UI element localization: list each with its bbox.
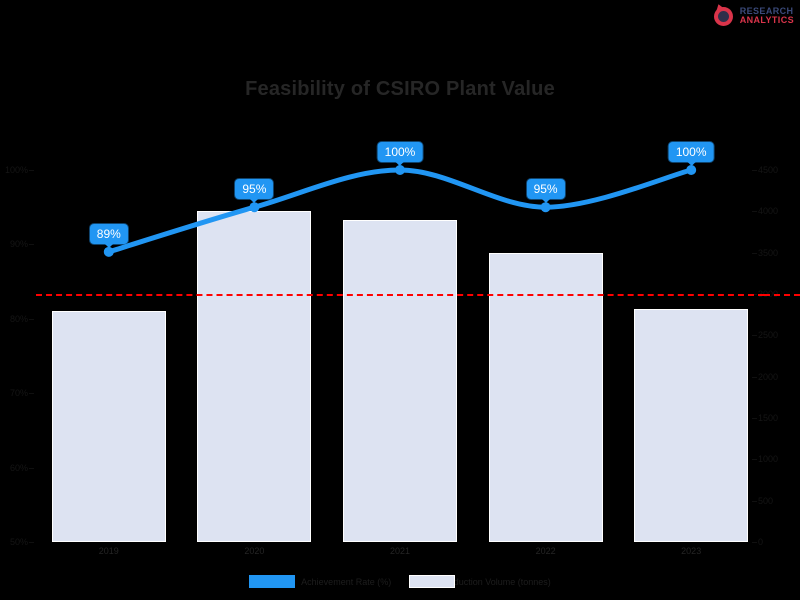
- x-axis-label-2019: 2019: [98, 546, 119, 556]
- data-label-2021: 100%: [377, 142, 423, 166]
- legend-label-line: Achievement Rate (%): [301, 576, 392, 587]
- right-tickmark: [752, 335, 757, 337]
- left-axis: 100% 90% 80% 70% 60% 50%: [0, 165, 34, 547]
- line-marker-2020: [249, 202, 260, 213]
- line-marker-2019: [103, 246, 114, 257]
- left-tick-50%: 50%: [9, 537, 28, 547]
- right-tick-1500: 1500: [758, 413, 779, 423]
- data-label-2019: 89%: [89, 223, 128, 248]
- logo-line-2: ANALYTICS: [739, 15, 794, 25]
- bar-2019: [51, 310, 166, 542]
- chart-legend: Achievement Rate (%) Annual Production Vo…: [0, 575, 800, 588]
- right-tickmark: [752, 418, 757, 419]
- left-tick-60%: 60%: [9, 462, 28, 473]
- target-threshold-extension-right: [764, 294, 800, 296]
- right-tick-2000: 2000: [758, 371, 779, 382]
- x-axis-label-2020: 2020: [244, 546, 265, 556]
- target-threshold-line: [36, 294, 764, 296]
- left-tickmark: [29, 244, 34, 246]
- x-axis-label-2021: 2021: [389, 546, 411, 556]
- right-tick-4000: 4000: [758, 206, 779, 217]
- right-tickmark: [752, 500, 757, 502]
- plot-area: 2019 2020 2021 2022 2023 89% 95% 100% 95% 100%: [36, 142, 764, 556]
- line-marker-2023: [686, 165, 697, 175]
- logo-mark-icon: [711, 2, 736, 28]
- data-label-2022: 95%: [526, 179, 565, 204]
- right-tick-2500: 2500: [758, 330, 779, 341]
- right-tickmark: [752, 542, 757, 543]
- logo-text: RESEARCH ANALYTICS: [739, 5, 794, 25]
- left-tickmark: [29, 318, 34, 320]
- bar-2020: [197, 211, 312, 542]
- left-tickmark: [29, 393, 34, 395]
- left-tick-70%: 70%: [9, 388, 28, 399]
- company-logo: RESEARCH ANALYTICS: [711, 2, 794, 28]
- right-tickmark: [752, 376, 757, 378]
- left-tickmark: [29, 467, 34, 469]
- x-axis-label-2023: 2023: [681, 546, 702, 556]
- chart-title: Feasibility of CSIRO Plant Value: [245, 78, 555, 100]
- right-tickmark: [752, 211, 757, 213]
- right-tick-0: 0: [758, 537, 764, 547]
- legend-swatch-bar: [409, 575, 456, 588]
- data-label-2020: 95%: [235, 179, 274, 204]
- right-tick-1000: 1000: [758, 454, 779, 465]
- legend-item-bar[interactable]: Annual Production Volume (tonnes): [409, 575, 551, 588]
- legend-swatch-line: [249, 575, 296, 588]
- line-marker-2022: [540, 202, 551, 213]
- line-marker-2021: [395, 165, 405, 175]
- bar-2022: [488, 252, 603, 542]
- left-tickmark: [29, 170, 34, 171]
- right-tick-500: 500: [758, 495, 774, 506]
- left-tick-100%: 100%: [4, 165, 28, 175]
- x-axis-label-2022: 2022: [535, 546, 556, 556]
- right-tick-3500: 3500: [758, 247, 779, 258]
- legend-item-line[interactable]: Achievement Rate (%): [249, 575, 391, 588]
- left-tick-90%: 90%: [9, 239, 28, 250]
- data-label-2023: 100%: [668, 142, 714, 166]
- right-tickmark: [752, 252, 757, 254]
- legend-label-bar: Annual Production Volume (tonnes): [409, 576, 551, 587]
- logo-line-1: RESEARCH: [739, 5, 794, 16]
- left-tick-80%: 80%: [9, 313, 28, 324]
- right-tick-4500: 4500: [758, 165, 779, 175]
- achievement-rate-line: [103, 165, 697, 257]
- bar-2021: [343, 219, 457, 542]
- bar-2023: [634, 308, 749, 542]
- right-tickmark: [752, 459, 757, 461]
- right-tickmark: [752, 170, 757, 171]
- left-tickmark: [29, 542, 34, 543]
